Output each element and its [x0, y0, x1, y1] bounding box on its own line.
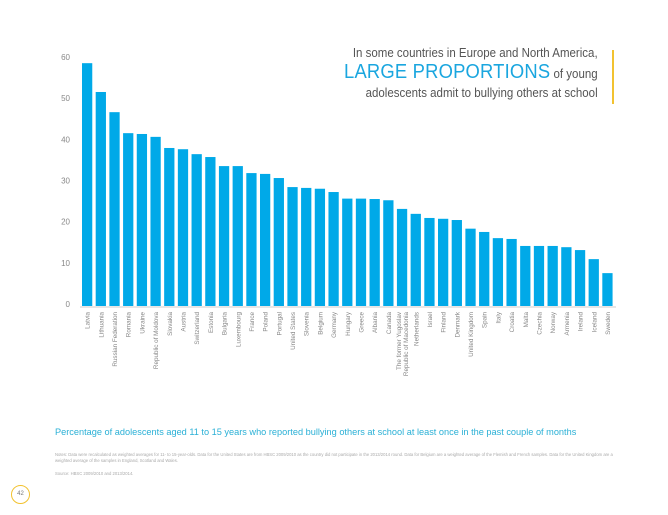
headline-line-2: LARGE PROPORTIONS of young — [344, 61, 598, 84]
chart-caption: Percentage of adolescents aged 11 to 15 … — [55, 427, 577, 437]
bar — [602, 273, 613, 306]
x-tick-label: Malta — [523, 312, 530, 328]
x-tick-label: United States — [290, 312, 297, 350]
x-tick-label: Hungary — [345, 311, 352, 336]
x-tick-label: Croatia — [509, 312, 516, 333]
x-tick-label: Republic of Moldova — [153, 312, 160, 370]
bar — [95, 91, 106, 306]
bar — [506, 238, 517, 306]
x-tick-label: Slovenia — [304, 312, 311, 337]
bar — [246, 173, 257, 306]
x-tick-label: Ukraine — [139, 312, 146, 334]
bar — [301, 187, 312, 306]
x-tick-label: Poland — [263, 312, 270, 332]
x-tick-label: Spain — [482, 312, 489, 329]
bar — [383, 200, 394, 306]
headline: In some countries in Europe and North Am… — [344, 44, 598, 103]
y-tick-label: 0 — [66, 300, 71, 309]
x-tick-label: Israel — [427, 312, 434, 327]
y-tick-label: 10 — [61, 259, 70, 268]
bar — [314, 188, 326, 306]
bar — [287, 187, 298, 306]
x-tick-label: The former Yugoslav — [396, 311, 403, 370]
accent-divider — [612, 50, 614, 104]
x-tick-label: Slovakia — [167, 312, 174, 336]
chart-notes: Notes: Data were recalculated as weighte… — [55, 452, 613, 463]
x-tick-label: France — [249, 312, 256, 332]
bar — [479, 231, 490, 306]
bar — [588, 259, 599, 306]
x-tick-label: Romania — [126, 312, 133, 338]
bar — [424, 217, 435, 306]
x-tick-label: Albania — [372, 312, 379, 334]
bar — [533, 245, 545, 306]
y-tick-label: 50 — [61, 94, 70, 103]
bar — [260, 173, 271, 306]
x-tick-label: Estonia — [208, 312, 215, 334]
x-tick-label: Denmark — [454, 311, 461, 337]
x-tick-label: Czechia — [536, 312, 543, 335]
bar — [520, 245, 531, 306]
y-tick-label: 20 — [61, 218, 70, 227]
x-tick-label: Armenia — [564, 312, 571, 336]
x-tick-label: Netherlands — [413, 312, 420, 346]
headline-line-1: In some countries in Europe and North Am… — [353, 46, 598, 60]
bar — [396, 208, 408, 306]
y-tick-label: 40 — [61, 135, 70, 144]
bar — [109, 112, 120, 306]
chart-source: Source: HBSC 2009/2010 and 2013/2014. — [55, 471, 134, 476]
x-tick-label: Russian Federation — [112, 312, 119, 367]
x-tick-label: Greece — [358, 312, 365, 333]
bar — [574, 250, 586, 306]
bar — [438, 218, 449, 306]
bar — [82, 63, 93, 306]
bar — [451, 220, 462, 306]
bar — [177, 149, 189, 306]
bar — [410, 213, 421, 306]
bar — [164, 147, 175, 306]
x-tick-label: Iceland — [591, 312, 598, 333]
bar — [465, 228, 476, 306]
y-tick-label: 60 — [61, 53, 70, 62]
x-tick-label: Italy — [495, 311, 502, 323]
x-tick-label: United Kingdom — [468, 312, 475, 357]
bar — [561, 247, 572, 306]
bar — [273, 178, 284, 306]
bar — [369, 199, 380, 306]
bar — [492, 238, 504, 306]
headline-line-3: adolescents admit to bullying others at … — [365, 86, 598, 100]
x-tick-label: Sweden — [605, 312, 612, 335]
x-tick-label: Norway — [550, 311, 557, 333]
bar — [355, 198, 367, 306]
x-tick-label: Latvia — [85, 312, 92, 329]
x-tick-label: Austria — [180, 312, 187, 332]
bar — [150, 136, 161, 306]
x-tick-label: Bulgaria — [222, 312, 229, 336]
bar — [191, 154, 202, 306]
x-tick-label: Switzerland — [194, 312, 201, 345]
bar — [218, 166, 230, 306]
x-tick-label: Belgium — [317, 312, 324, 335]
x-tick-label: Canada — [386, 312, 393, 335]
bar — [328, 192, 339, 306]
bar — [232, 166, 243, 306]
bar — [136, 133, 148, 306]
x-tick-label: Ireland — [578, 312, 585, 332]
bar-chart: 0 10 20 30 40 50 60 Latvia Lithuania Russian Fede… — [61, 53, 616, 377]
x-tick-label: Republic of Macedonia — [403, 312, 410, 377]
bar — [547, 245, 558, 306]
bar — [123, 133, 134, 306]
bar — [205, 157, 216, 306]
x-tick-label: Finland — [441, 312, 448, 333]
x-tick-label: Germany — [331, 311, 338, 338]
x-tick-label: Portugal — [276, 312, 283, 335]
y-tick-label: 30 — [61, 177, 70, 186]
x-tick-label: Luxembourg — [235, 312, 242, 348]
page-number: 42 — [11, 485, 30, 504]
bar — [342, 198, 353, 306]
headline-line-2-rest: of young — [550, 67, 598, 81]
headline-highlight: LARGE PROPORTIONS — [344, 61, 551, 83]
x-tick-label: Lithuania — [98, 312, 105, 338]
